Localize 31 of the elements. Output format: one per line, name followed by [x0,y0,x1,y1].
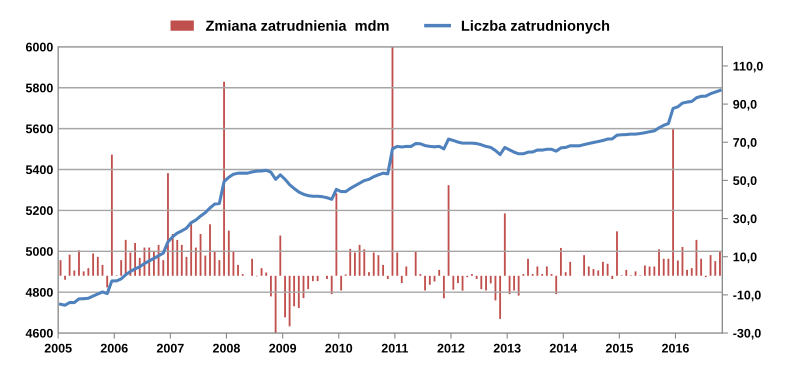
x-tick-label: 2008 [212,344,240,353]
y-tick-label: 4800 [26,288,53,297]
x-tick-label: 2009 [269,344,296,353]
x-tick-label: 2013 [494,344,521,353]
y-tick-label: 4600 [26,328,53,338]
x-tick-label: 2015 [606,344,633,353]
y-tick-label: 6000 [26,42,53,52]
y2-tick-label: -10,0 [733,290,761,302]
y2-tick-label: 90,0 [733,100,757,111]
x-tick-label: 2011 [382,344,408,353]
legend-label: Zmiana zatrudnienia mdm [206,20,389,31]
y-tick-label: 5600 [26,124,53,134]
x-tick-label: 2016 [662,344,689,353]
y2-tick-label: 70,0 [733,138,757,149]
x-tick-label: 2014 [550,344,578,353]
x-tick-label: 2012 [437,344,464,353]
x-tick-label: 2010 [325,344,352,353]
y-tick-label: 5800 [26,84,53,92]
x-tick-label: 2005 [44,344,72,353]
line-series [59,88,722,307]
y2-tick-label: 30,0 [733,214,757,226]
y2-tick-label: 110,0 [734,62,763,72]
y2-tick-label: 10,0 [734,252,757,264]
legend-label: Liczba zatrudnionych [462,20,610,34]
y2-tick-label: 50,0 [733,176,757,187]
x-tick-label: 2006 [100,344,128,353]
y-tick-label: 5200 [26,206,53,216]
y-tick-label: 5400 [26,165,53,174]
y2-tick-label: -30,0 [733,328,761,340]
y-tick-label: 5000 [26,247,53,256]
x-tick-label: 2007 [156,344,184,353]
